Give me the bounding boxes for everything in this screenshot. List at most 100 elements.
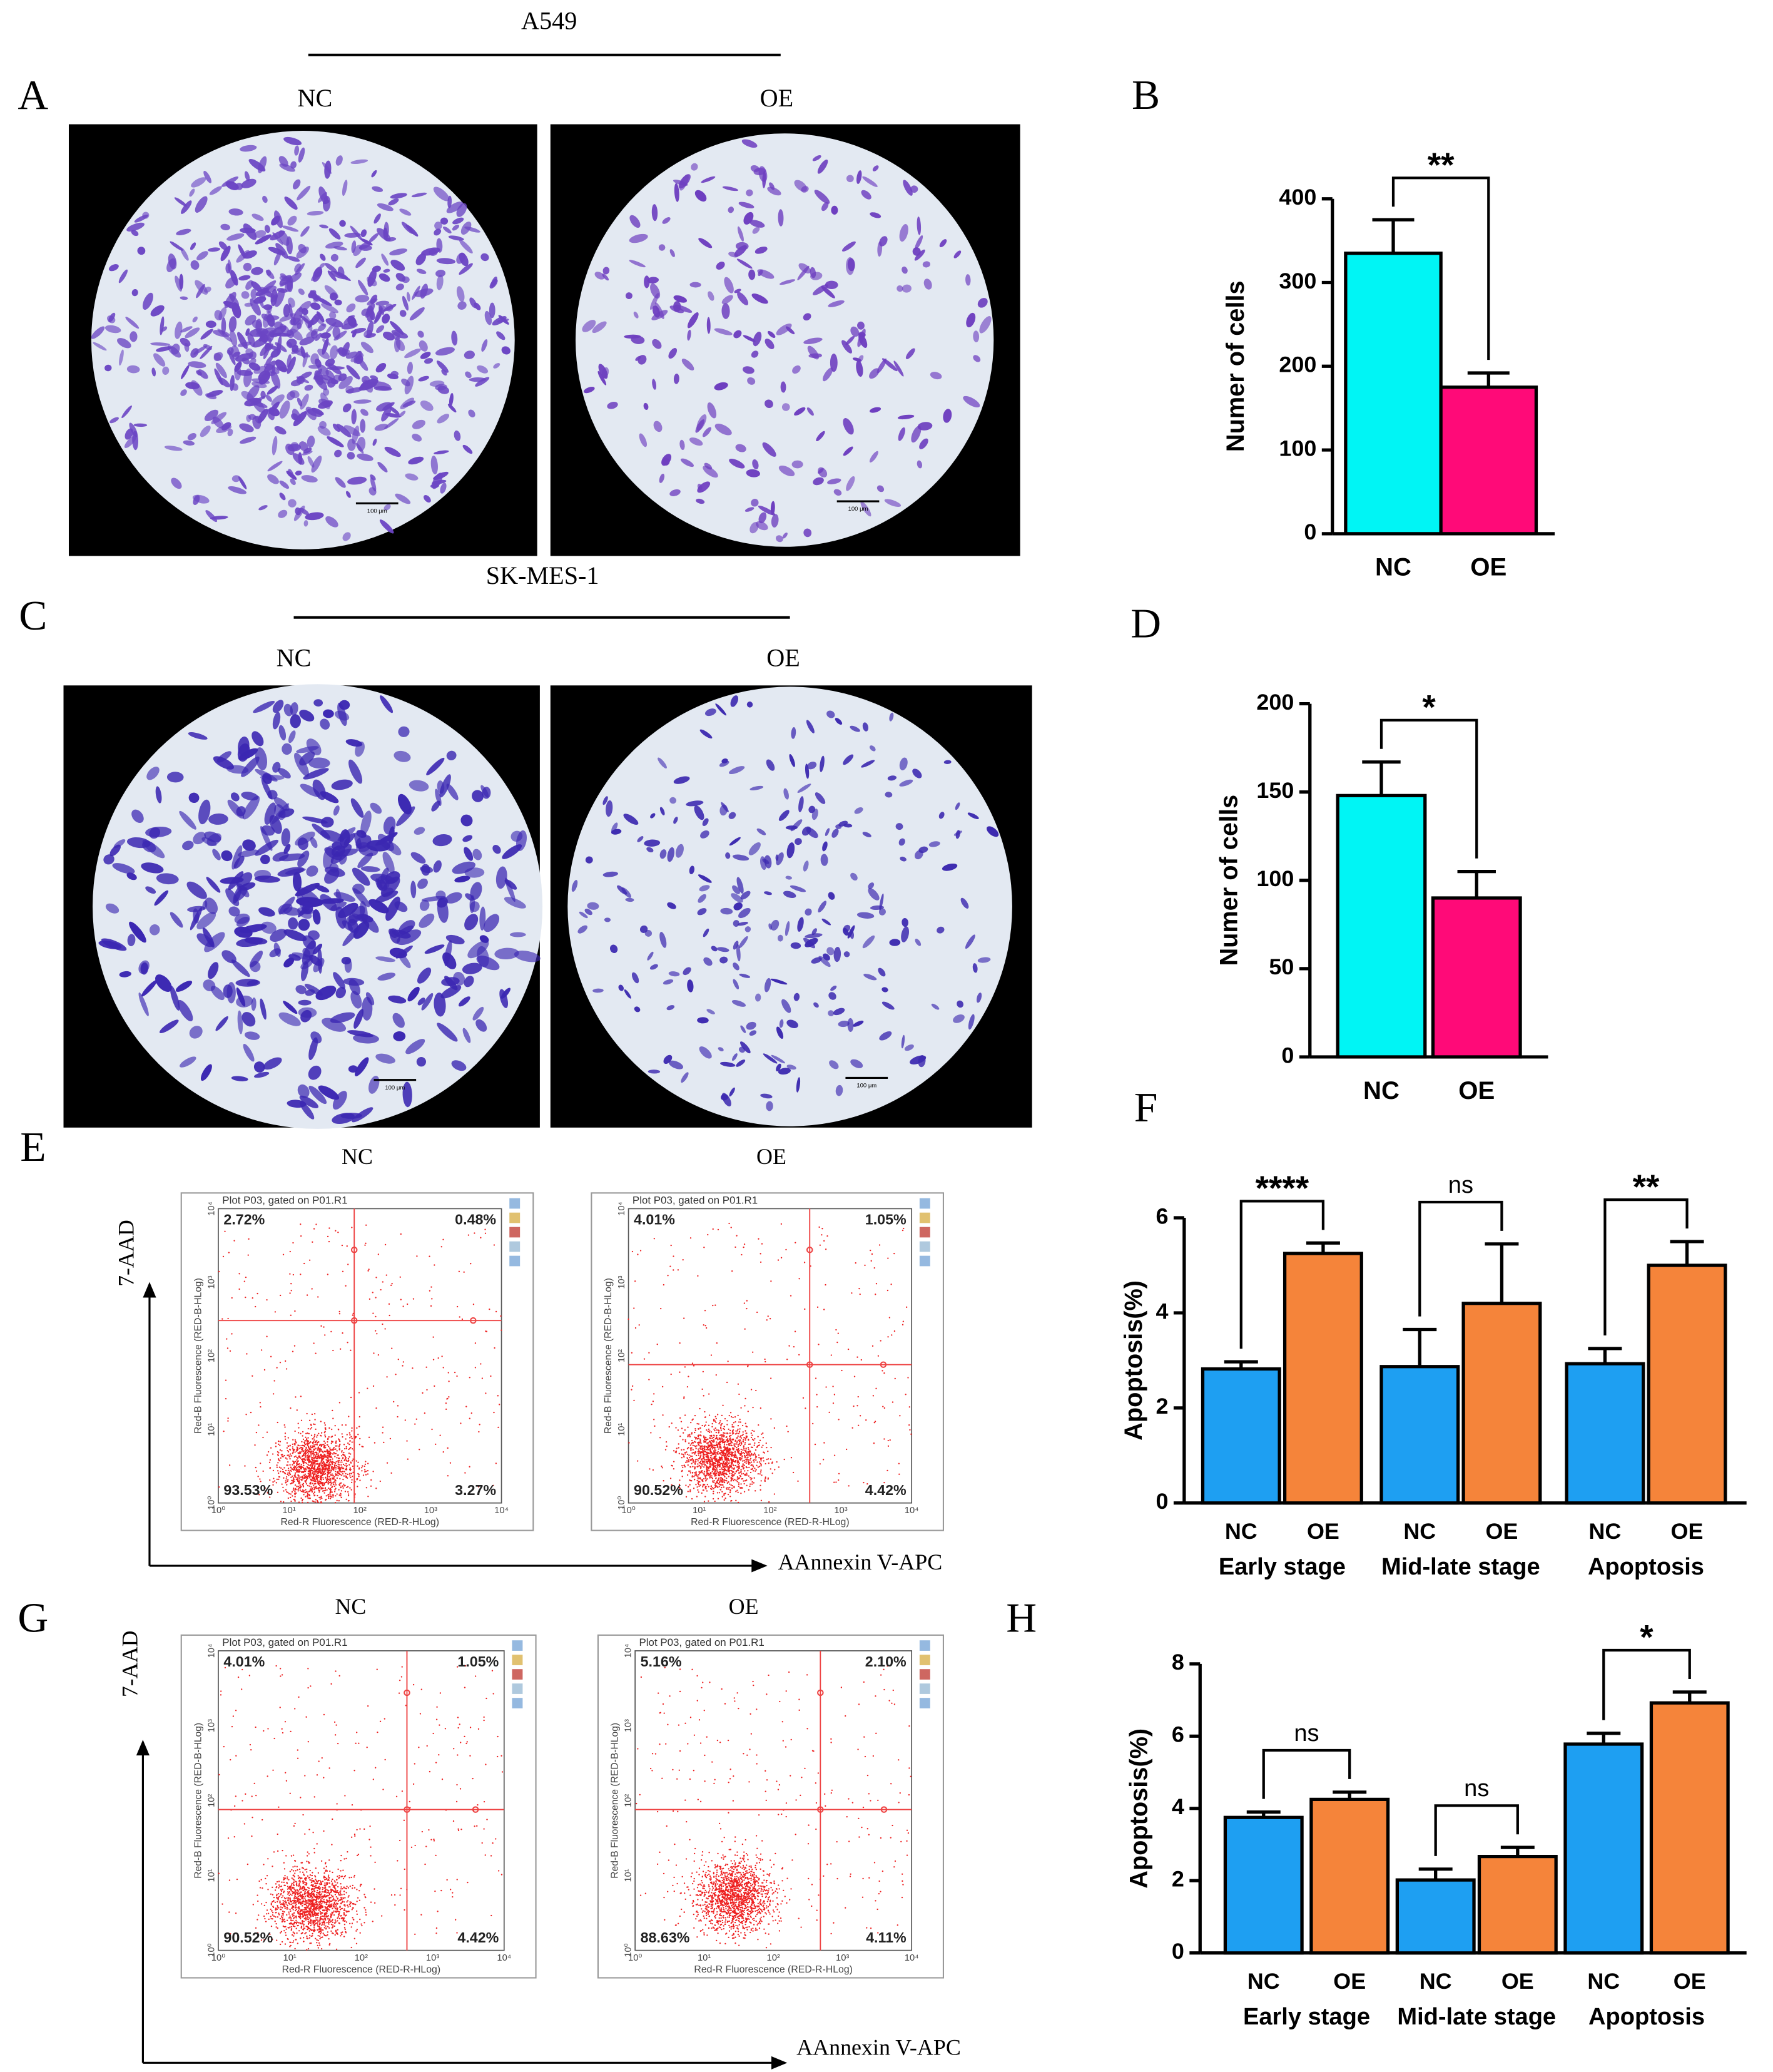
stained-cell xyxy=(357,453,373,461)
stained-cell xyxy=(295,471,302,476)
event-dot xyxy=(348,1456,350,1458)
event-dot xyxy=(345,1424,347,1426)
event-dot xyxy=(347,1342,348,1344)
arrow-head xyxy=(136,1740,150,1756)
event-dot xyxy=(727,1493,729,1496)
event-dot xyxy=(320,1445,322,1447)
event-dot xyxy=(716,1479,719,1481)
group-label: OE xyxy=(766,644,800,672)
event-dot xyxy=(701,1472,703,1474)
event-dot xyxy=(327,1494,329,1496)
event-dot xyxy=(311,1466,313,1468)
event-dot xyxy=(289,1444,291,1446)
stained-cell xyxy=(314,376,331,384)
event-dot xyxy=(728,1428,729,1430)
event-dot xyxy=(302,1431,304,1433)
event-dot xyxy=(697,1483,699,1484)
event-dot xyxy=(692,1418,694,1420)
stained-cell xyxy=(180,337,191,347)
event-dot xyxy=(383,1441,385,1444)
stained-cell xyxy=(307,210,324,216)
stained-cell xyxy=(395,273,406,282)
stained-cell xyxy=(418,375,429,382)
stained-cell xyxy=(247,333,255,347)
event-dot xyxy=(730,1227,732,1228)
event-dot xyxy=(851,1427,853,1429)
event-dot xyxy=(313,1439,315,1441)
event-dot xyxy=(719,1489,722,1491)
event-dot xyxy=(747,1459,749,1461)
event-dot xyxy=(332,1441,334,1443)
event-dot xyxy=(711,1487,713,1489)
event-dot xyxy=(738,1421,740,1423)
event-dot xyxy=(326,1449,328,1451)
event-dot xyxy=(282,1471,285,1473)
event-dot xyxy=(736,1462,739,1464)
event-dot xyxy=(684,1451,686,1454)
event-dot xyxy=(697,1476,699,1478)
stained-cell xyxy=(274,210,283,228)
event-dot xyxy=(343,1444,345,1446)
event-dot xyxy=(745,1451,747,1453)
event-dot xyxy=(485,1392,487,1394)
stained-cell xyxy=(142,212,150,219)
event-dot xyxy=(292,1439,294,1441)
event-dot xyxy=(761,1474,763,1476)
panel-label: C xyxy=(19,592,47,639)
event-dot xyxy=(739,1454,741,1456)
stained-cell xyxy=(377,203,394,212)
event-dot xyxy=(350,1489,352,1491)
event-dot xyxy=(323,1467,325,1469)
event-dot xyxy=(812,1422,814,1424)
event-dot xyxy=(760,1469,762,1471)
event-dot xyxy=(307,1451,308,1454)
event-dot xyxy=(848,1485,850,1487)
event-dot xyxy=(328,1427,330,1429)
event-dot xyxy=(300,1457,302,1459)
event-dot xyxy=(302,1501,303,1504)
event-dot xyxy=(676,1447,678,1449)
event-dot xyxy=(698,1423,700,1425)
event-dot xyxy=(348,1473,351,1475)
event-dot xyxy=(703,1438,706,1441)
event-dot xyxy=(435,1443,437,1446)
event-dot xyxy=(324,1424,327,1426)
event-dot xyxy=(711,1439,713,1442)
event-dot xyxy=(283,1490,285,1492)
event-dot xyxy=(289,1449,292,1451)
event-dot xyxy=(692,1460,694,1462)
event-dot xyxy=(407,1303,409,1305)
event-dot xyxy=(323,1483,325,1486)
event-dot xyxy=(322,1483,323,1485)
stained-cell xyxy=(325,516,338,528)
event-dot xyxy=(740,1470,742,1472)
event-dot xyxy=(751,1481,753,1483)
event-dot xyxy=(255,1431,258,1434)
event-dot xyxy=(297,1470,299,1472)
event-dot xyxy=(274,1311,277,1313)
event-dot xyxy=(315,1499,317,1501)
stained-cell xyxy=(288,499,297,508)
stained-cell xyxy=(415,253,426,265)
stained-cell xyxy=(189,188,195,197)
event-dot xyxy=(231,1333,233,1335)
event-dot xyxy=(279,1362,282,1364)
event-dot xyxy=(742,1449,744,1451)
event-dot xyxy=(300,1273,302,1275)
event-dot xyxy=(903,1227,905,1230)
event-dot xyxy=(335,1448,337,1450)
event-dot xyxy=(340,1493,342,1495)
stained-cell xyxy=(258,505,268,511)
event-dot xyxy=(631,1389,632,1391)
event-dot xyxy=(753,1477,755,1479)
event-dot xyxy=(328,1462,330,1464)
stained-cell xyxy=(133,423,148,427)
event-dot xyxy=(703,1437,705,1439)
event-dot xyxy=(688,1461,690,1462)
event-dot xyxy=(288,1474,290,1476)
event-dot xyxy=(331,1491,333,1493)
event-dot xyxy=(333,1451,335,1454)
event-dot xyxy=(699,1472,701,1474)
event-dot xyxy=(328,1471,330,1474)
event-dot xyxy=(277,1491,279,1493)
